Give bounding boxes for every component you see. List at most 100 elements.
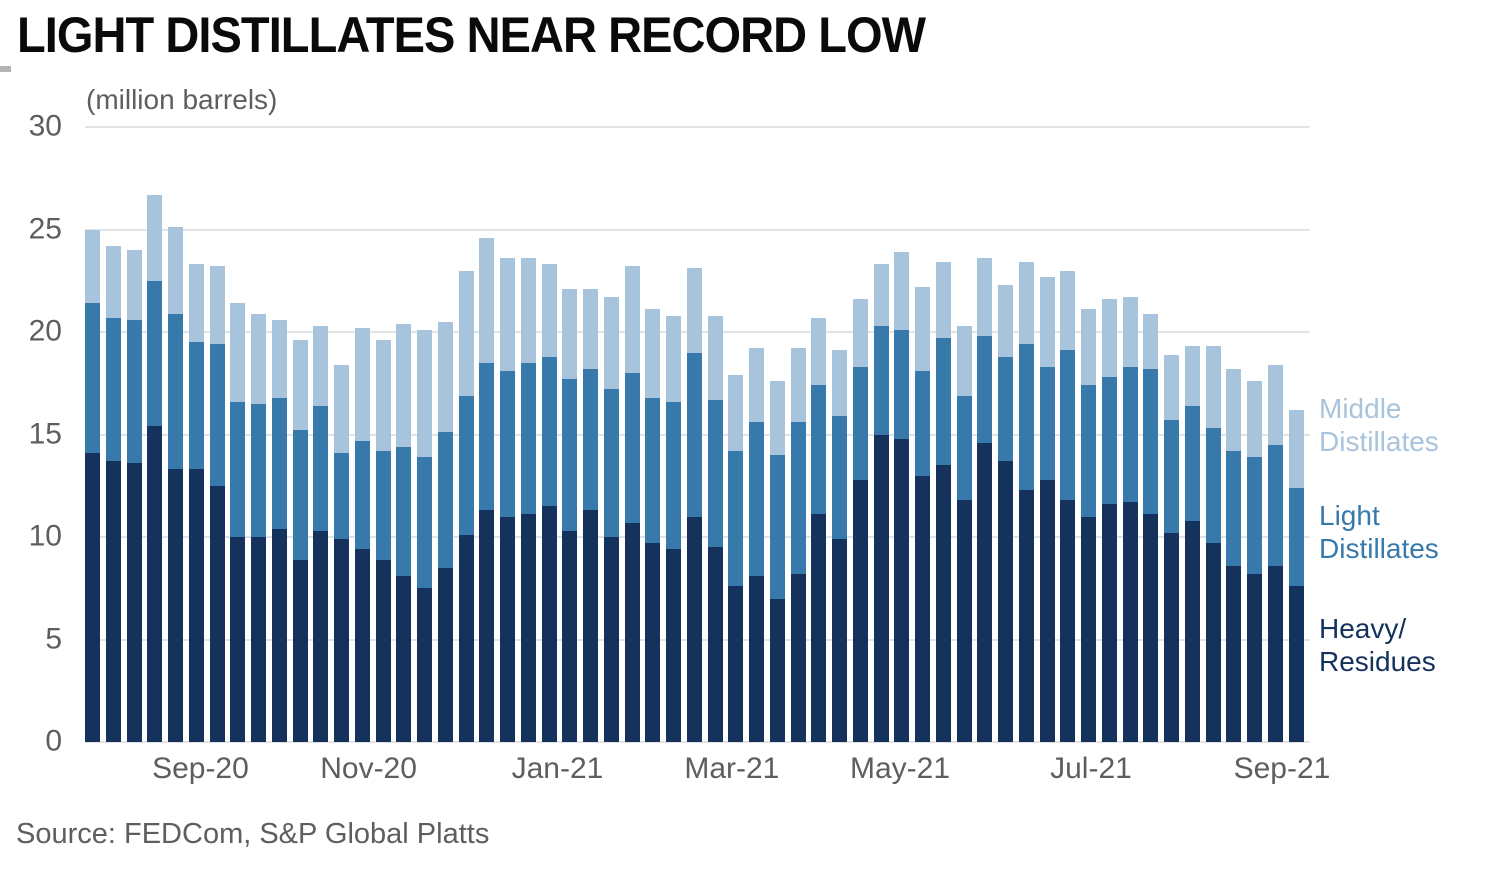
y-axis: 0 5 10 15 20 25 30 [0, 109, 62, 757]
bar-segment-heavy-residues [832, 539, 847, 742]
bar-segment-heavy-residues [977, 442, 993, 742]
bar-segment-light-distillates [417, 457, 432, 589]
bar-segment-heavy-residues [500, 516, 515, 742]
bar-segment-light-distillates [915, 370, 930, 476]
stacked-bar-42 [935, 127, 951, 742]
stacked-bar-56 [1226, 127, 1242, 742]
bar-segment-middle-distillates [105, 245, 121, 318]
bar-segment-heavy-residues [354, 549, 370, 742]
y-tick-label-15: 15 [28, 416, 62, 450]
bar-segment-heavy-residues [147, 426, 163, 742]
bar-segment-heavy-residues [251, 537, 266, 742]
bar-segment-middle-distillates [666, 315, 681, 402]
bar-segment-middle-distillates [375, 340, 391, 451]
stacked-bar-7 [209, 127, 225, 742]
y-tick-label-5: 5 [45, 621, 62, 655]
bar-segment-heavy-residues [1184, 520, 1200, 742]
bar-segment-light-distillates [313, 405, 329, 531]
stacked-bar-57 [1247, 127, 1262, 742]
stacked-bar-38 [852, 127, 868, 742]
bar-segment-middle-distillates [188, 264, 204, 343]
bar-segment-middle-distillates [832, 350, 847, 417]
bar-segment-heavy-residues [624, 522, 640, 742]
stacked-bar-9 [251, 127, 266, 742]
axis-unit-label: (million barrels) [86, 84, 278, 115]
legend-entry-light-distillates: Light Distillates [1319, 499, 1439, 565]
bar-segment-heavy-residues [873, 434, 889, 742]
chart-title: LIGHT DISTILLATES NEAR RECORD LOW [17, 7, 926, 63]
bar-segment-heavy-residues [583, 510, 598, 742]
bar-segment-heavy-residues [479, 510, 495, 742]
stacked-bar-6 [188, 127, 204, 742]
y-tick-label-30: 30 [28, 109, 62, 143]
bar-segment-middle-distillates [749, 348, 764, 423]
bar-segment-light-distillates [188, 342, 204, 470]
bar-segment-heavy-residues [852, 479, 868, 742]
bar-segment-middle-distillates [168, 227, 183, 314]
bar-segment-middle-distillates [624, 266, 640, 374]
stacked-bar-36 [811, 127, 827, 742]
bar-segment-heavy-residues [769, 598, 785, 742]
bar-segment-middle-distillates [458, 270, 474, 396]
bar-segment-light-distillates [686, 352, 702, 517]
stacked-bar-30 [686, 127, 702, 742]
bar-segment-heavy-residues [603, 537, 619, 742]
legend-entry-middle-distillates: Middle Distillates [1319, 392, 1439, 458]
bar-segment-heavy-residues [541, 506, 557, 742]
stacked-bar-54 [1184, 127, 1200, 742]
stacked-bar-59 [1288, 127, 1304, 742]
bar-segment-heavy-residues [728, 586, 744, 742]
bar-segment-light-distillates [354, 440, 370, 550]
bar-segment-light-distillates [168, 313, 183, 470]
stacked-bar-15 [375, 127, 391, 742]
stacked-bar-37 [832, 127, 847, 742]
bar-segment-heavy-residues [271, 528, 287, 742]
bar-segment-middle-distillates [998, 284, 1013, 357]
stacked-bar-27 [624, 127, 640, 742]
bar-segment-middle-distillates [603, 297, 619, 390]
stacked-bar-29 [666, 127, 681, 742]
bar-segment-middle-distillates [977, 258, 993, 337]
bar-segment-light-distillates [1060, 350, 1076, 501]
stacked-bar-49 [1081, 127, 1096, 742]
bar-segment-heavy-residues [334, 539, 349, 742]
bar-segment-light-distillates [562, 379, 578, 531]
legend-label-line: Heavy/ [1319, 613, 1407, 644]
bar-segment-light-distillates [749, 422, 764, 576]
bar-segment-middle-distillates [1226, 368, 1242, 451]
bar-segment-middle-distillates [583, 288, 598, 369]
bar-segment-light-distillates [1122, 366, 1138, 503]
bar-segment-middle-distillates [956, 325, 972, 396]
stacked-bar-12 [313, 127, 329, 742]
bar-segment-middle-distillates [811, 317, 827, 386]
stacked-bar-17 [417, 127, 432, 742]
bar-segment-light-distillates [956, 395, 972, 501]
stacked-bar-55 [1205, 127, 1221, 742]
bar-segment-heavy-residues [1267, 565, 1283, 742]
stacked-bar-43 [956, 127, 972, 742]
bar-segment-light-distillates [666, 401, 681, 550]
bar-segment-middle-distillates [707, 315, 723, 400]
bar-segment-heavy-residues [437, 567, 453, 742]
bar-segment-middle-distillates [1184, 346, 1200, 406]
bar-segment-light-distillates [1081, 385, 1096, 517]
bar-segment-heavy-residues [1247, 573, 1262, 742]
stacked-bar-10 [271, 127, 287, 742]
bar-segment-light-distillates [251, 403, 266, 537]
bar-segment-heavy-residues [666, 549, 681, 742]
stacked-bar-2 [105, 127, 121, 742]
stacked-bar-26 [603, 127, 619, 742]
bar-segment-light-distillates [1205, 428, 1221, 544]
bar-segment-heavy-residues [645, 543, 661, 742]
stacked-bar-50 [1101, 127, 1117, 742]
stacked-bar-16 [396, 127, 412, 742]
bar-segment-middle-distillates [271, 319, 287, 398]
bar-segment-heavy-residues [417, 588, 432, 742]
stacked-bar-22 [520, 127, 536, 742]
stacked-bar-4 [147, 127, 163, 742]
bar-segment-light-distillates [479, 362, 495, 511]
stacked-bar-31 [707, 127, 723, 742]
bar-segment-heavy-residues [1101, 504, 1117, 742]
gridline-0 [85, 741, 1310, 743]
